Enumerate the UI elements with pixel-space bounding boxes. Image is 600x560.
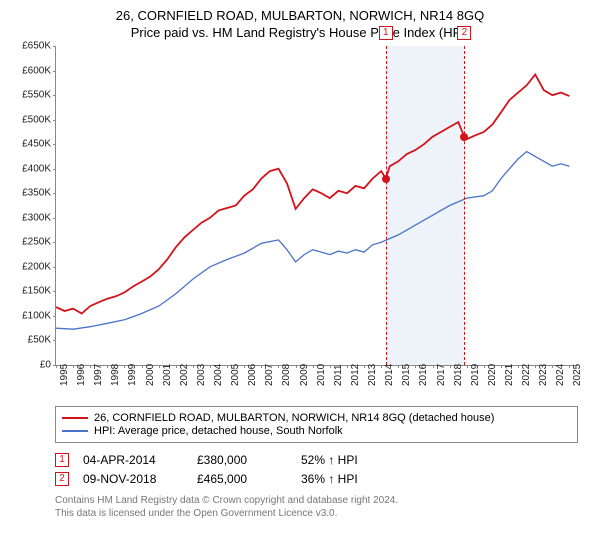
x-tick-label: 2023 bbox=[538, 364, 549, 386]
y-tick-label: £50K bbox=[11, 335, 51, 346]
legend-row: HPI: Average price, detached house, Sout… bbox=[62, 425, 571, 437]
x-tick-label: 2004 bbox=[213, 364, 224, 386]
x-tick-label: 2014 bbox=[384, 364, 395, 386]
y-tick-label: £300K bbox=[11, 212, 51, 223]
x-tick-label: 2025 bbox=[572, 364, 583, 386]
x-tick-label: 2020 bbox=[487, 364, 498, 386]
footer-line-2: This data is licensed under the Open Gov… bbox=[55, 507, 578, 520]
x-tick-label: 2012 bbox=[350, 364, 361, 386]
y-tick-label: £450K bbox=[11, 139, 51, 150]
x-tick-label: 1995 bbox=[59, 364, 70, 386]
x-tick-label: 2016 bbox=[418, 364, 429, 386]
legend-label: HPI: Average price, detached house, Sout… bbox=[94, 425, 343, 437]
x-tick-label: 2010 bbox=[316, 364, 327, 386]
legend-swatch bbox=[62, 417, 88, 419]
sale-row: 2 09-NOV-2018 £465,000 36% ↑ HPI bbox=[55, 472, 578, 486]
series-hpi bbox=[56, 152, 569, 330]
y-tick-label: £550K bbox=[11, 90, 51, 101]
sale-marker: 2 bbox=[55, 472, 69, 486]
x-tick-label: 2017 bbox=[436, 364, 447, 386]
y-tick-label: £500K bbox=[11, 114, 51, 125]
y-tick-label: £0 bbox=[11, 360, 51, 371]
footer-line-1: Contains HM Land Registry data © Crown c… bbox=[55, 494, 578, 507]
y-tick-label: £250K bbox=[11, 237, 51, 248]
y-tick-label: £150K bbox=[11, 286, 51, 297]
y-tick-label: £100K bbox=[11, 310, 51, 321]
sale-hpi: 36% ↑ HPI bbox=[301, 472, 358, 486]
x-tick-label: 2007 bbox=[264, 364, 275, 386]
x-tick-label: 2018 bbox=[453, 364, 464, 386]
x-tick-label: 2021 bbox=[504, 364, 515, 386]
y-tick-label: £350K bbox=[11, 188, 51, 199]
x-tick-label: 1998 bbox=[110, 364, 121, 386]
legend: 26, CORNFIELD ROAD, MULBARTON, NORWICH, … bbox=[55, 406, 578, 443]
sale-price: £380,000 bbox=[197, 453, 287, 467]
x-tick-label: 2015 bbox=[401, 364, 412, 386]
chart-marker-2: 2 bbox=[457, 26, 471, 40]
line-chart: 12£0£50K£100K£150K£200K£250K£300K£350K£4… bbox=[55, 46, 578, 366]
sale-price: £465,000 bbox=[197, 472, 287, 486]
x-tick-label: 2022 bbox=[521, 364, 532, 386]
legend-swatch bbox=[62, 430, 88, 432]
x-tick-label: 1997 bbox=[93, 364, 104, 386]
chart-marker-1: 1 bbox=[379, 26, 393, 40]
footer-text: Contains HM Land Registry data © Crown c… bbox=[55, 494, 578, 520]
series-price_paid bbox=[56, 75, 569, 314]
sale-row: 1 04-APR-2014 £380,000 52% ↑ HPI bbox=[55, 453, 578, 467]
x-tick-label: 2019 bbox=[470, 364, 481, 386]
y-tick-label: £650K bbox=[11, 41, 51, 52]
sales-table: 1 04-APR-2014 £380,000 52% ↑ HPI 2 09-NOV-201… bbox=[55, 453, 578, 486]
x-tick-label: 2000 bbox=[145, 364, 156, 386]
sale-date: 04-APR-2014 bbox=[83, 453, 183, 467]
x-tick-label: 2003 bbox=[196, 364, 207, 386]
x-tick-label: 2024 bbox=[555, 364, 566, 386]
x-tick-label: 2001 bbox=[162, 364, 173, 386]
y-tick-label: £600K bbox=[11, 65, 51, 76]
chart-svg bbox=[56, 46, 578, 365]
sale-date: 09-NOV-2018 bbox=[83, 472, 183, 486]
x-tick-label: 2013 bbox=[367, 364, 378, 386]
y-tick-label: £200K bbox=[11, 261, 51, 272]
x-tick-label: 2002 bbox=[179, 364, 190, 386]
x-tick-label: 2005 bbox=[230, 364, 241, 386]
x-tick-label: 2011 bbox=[333, 364, 344, 386]
x-tick-label: 2009 bbox=[299, 364, 310, 386]
x-tick-label: 1999 bbox=[127, 364, 138, 386]
legend-row: 26, CORNFIELD ROAD, MULBARTON, NORWICH, … bbox=[62, 412, 571, 424]
sale-hpi: 52% ↑ HPI bbox=[301, 453, 358, 467]
chart-subtitle: Price paid vs. HM Land Registry's House … bbox=[10, 25, 590, 40]
legend-label: 26, CORNFIELD ROAD, MULBARTON, NORWICH, … bbox=[94, 412, 494, 424]
x-tick-label: 2006 bbox=[247, 364, 258, 386]
chart-title: 26, CORNFIELD ROAD, MULBARTON, NORWICH, … bbox=[10, 8, 590, 23]
x-tick-label: 1996 bbox=[76, 364, 87, 386]
y-tick-label: £400K bbox=[11, 163, 51, 174]
sale-marker: 1 bbox=[55, 453, 69, 467]
x-tick-label: 2008 bbox=[281, 364, 292, 386]
